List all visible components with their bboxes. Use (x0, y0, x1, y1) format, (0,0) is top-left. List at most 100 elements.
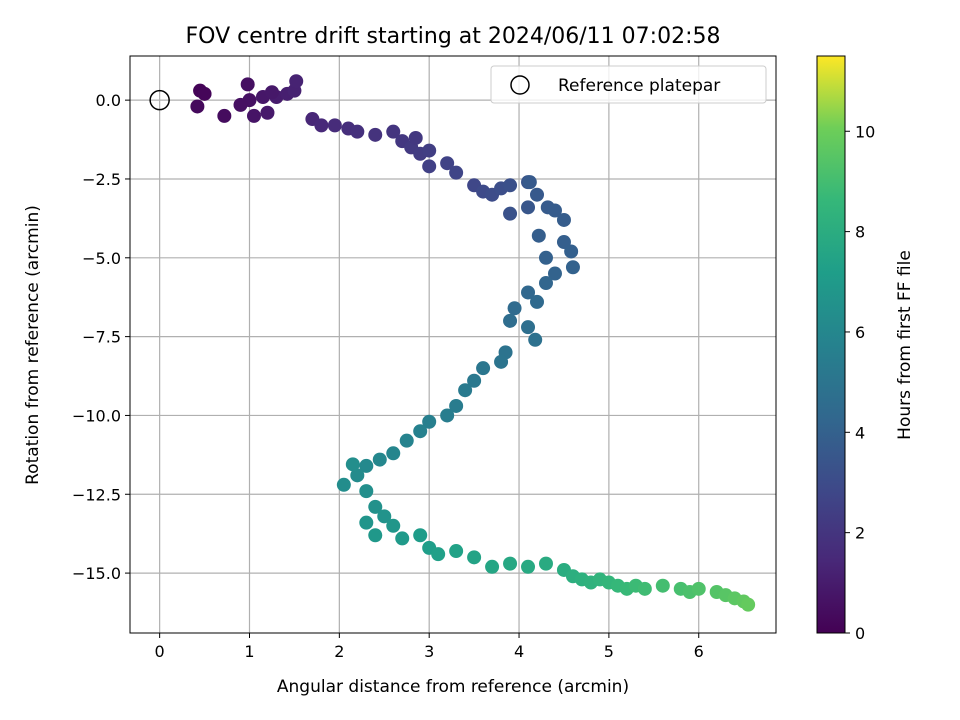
drift-point (399, 433, 414, 448)
drift-point (655, 578, 670, 593)
drift-point (197, 86, 212, 101)
y-tick-label: −10.0 (72, 406, 121, 425)
drift-point (260, 105, 275, 120)
drift-point (556, 235, 571, 250)
drift-point (467, 550, 482, 565)
drift-point (368, 127, 383, 142)
colorbar-ticks: 0 2 4 6 8 10 (845, 122, 875, 643)
colorbar-gradient (816, 55, 846, 634)
drift-point (240, 77, 255, 92)
x-tick-label: 1 (244, 642, 254, 661)
drift-point (368, 528, 383, 543)
drift-point (547, 266, 562, 281)
drift-point (264, 85, 279, 100)
drift-point (359, 458, 374, 473)
drift-point (289, 74, 304, 89)
colorbar-tick-label: 8 (855, 223, 865, 242)
drift-point (449, 398, 464, 413)
drift-point (530, 187, 545, 202)
drift-point (528, 332, 543, 347)
drift-point (556, 212, 571, 227)
x-tick-label: 2 (334, 642, 344, 661)
x-axis-ticks: 0 1 2 3 4 5 6 (155, 633, 704, 661)
drift-point (467, 373, 482, 388)
drift-point (507, 301, 522, 316)
drift-point (691, 581, 706, 596)
x-tick-label: 6 (694, 642, 704, 661)
chart-title: FOV centre drift starting at 2024/06/11 … (186, 24, 721, 49)
drift-point (336, 477, 351, 492)
drift-point (246, 108, 261, 123)
drift-point (413, 528, 428, 543)
drift-point (531, 228, 546, 243)
drift-point (217, 108, 232, 123)
grid-lines (130, 56, 776, 633)
drift-point (359, 484, 374, 499)
drift-point (350, 468, 365, 483)
drift-point (350, 124, 365, 139)
drift-point (565, 260, 580, 275)
drift-point (564, 244, 579, 259)
drift-point (521, 200, 536, 215)
drift-point (476, 361, 491, 376)
colorbar-tick-label: 4 (855, 423, 865, 442)
drift-point (233, 97, 248, 112)
scatter-points (149, 74, 756, 612)
y-tick-label: −12.5 (72, 485, 121, 504)
y-tick-label: −2.5 (82, 170, 121, 189)
drift-point (440, 156, 455, 171)
drift-point (485, 559, 500, 574)
y-tick-label: 0.0 (96, 91, 121, 110)
plot-frame (129, 55, 777, 634)
drift-point (359, 515, 374, 530)
colorbar-label: Hours from first FF file (895, 250, 915, 440)
drift-point (503, 556, 518, 571)
drift-point (422, 159, 437, 174)
y-tick-label: −15.0 (72, 564, 121, 583)
drift-point (386, 518, 401, 533)
drift-point (440, 408, 455, 423)
legend: Reference platepar (490, 65, 767, 104)
drift-point (314, 118, 329, 133)
x-tick-label: 0 (155, 642, 165, 661)
drift-point (372, 452, 387, 467)
drift-point (637, 581, 652, 596)
drift-point (377, 509, 392, 524)
drift-point (327, 118, 342, 133)
y-tick-label: −7.5 (82, 328, 121, 347)
drift-point (522, 175, 537, 190)
drift-point (503, 206, 518, 221)
y-axis-label: Rotation from reference (arcmin) (23, 205, 43, 485)
drift-point (422, 143, 437, 158)
reference-point-marker (149, 89, 170, 111)
drift-point (395, 531, 410, 546)
x-tick-label: 5 (604, 642, 614, 661)
drift-point (190, 99, 205, 114)
drift-point (458, 383, 473, 398)
drift-point (422, 414, 437, 429)
drift-point (368, 499, 383, 514)
y-tick-label: −5.0 (82, 249, 121, 268)
drift-point (538, 556, 553, 571)
drift-point (538, 276, 553, 291)
x-tick-label: 4 (514, 642, 524, 661)
drift-point (521, 559, 536, 574)
y-axis-ticks: 0.0 −2.5 −5.0 −7.5 −10.0 −12.5 −15.0 (72, 91, 130, 583)
x-tick-label: 3 (424, 642, 434, 661)
colorbar-tick-label: 0 (855, 624, 865, 643)
drift-point (530, 294, 545, 309)
drift-point (386, 124, 401, 139)
legend-marker (510, 75, 530, 95)
drift-point (503, 178, 518, 193)
drift-point (449, 165, 464, 180)
colorbar-tick-label: 10 (855, 122, 875, 141)
drift-point (408, 130, 423, 145)
colorbar-tick-label: 2 (855, 524, 865, 543)
colorbar-tick-label: 6 (855, 323, 865, 342)
drift-point (521, 285, 536, 300)
drift-point (521, 320, 536, 335)
drift-point (345, 457, 360, 472)
drift-point (449, 544, 464, 559)
colorbar: 0 2 4 6 8 10 Hours from first FF file (816, 55, 915, 643)
